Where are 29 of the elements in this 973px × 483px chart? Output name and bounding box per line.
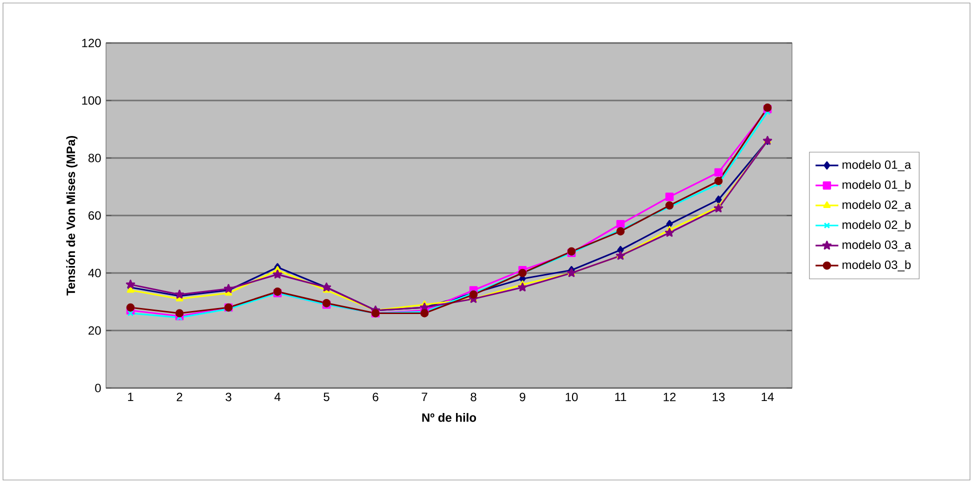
x-tick-label: 4	[274, 392, 280, 401]
x-tick-label: 5	[324, 392, 330, 402]
x-tick-label: 11	[615, 392, 626, 401]
x-tick-label: 2	[176, 392, 182, 402]
x-tick-label: 12	[664, 392, 676, 402]
legend-label: modelo 01_b	[842, 180, 911, 192]
legend-label: modelo 03_b	[842, 260, 911, 272]
y-tick-label: 100	[82, 96, 101, 105]
x-tick-label: 9	[520, 392, 526, 402]
x-tick-label: 6	[372, 392, 378, 402]
x-tick-label: 7	[422, 392, 428, 401]
legend-label: modelo 02_b	[842, 220, 911, 232]
legend-label: modelo 02_a	[842, 200, 912, 212]
y-tick-label: 80	[88, 154, 101, 162]
x-tick-label: 13	[712, 392, 725, 402]
legend-label: modelo 03_a	[842, 240, 912, 252]
x-tick-label: 14	[762, 392, 774, 401]
x-axis-title: Nº de hilo	[422, 413, 476, 422]
y-tick-label: 40	[88, 268, 101, 278]
y-tick-label: 0	[95, 384, 101, 392]
legend-label: modelo 01_a	[842, 160, 912, 172]
y-axis-title: Tensión de Von Mises (MPa)	[66, 136, 78, 296]
x-tick-label: 1	[128, 392, 134, 401]
x-tick-label: 10	[566, 392, 578, 402]
x-tick-label: 8	[470, 392, 476, 402]
y-tick-label: 120	[82, 38, 101, 48]
y-tick-label: 60	[88, 211, 101, 220]
x-tick-label: 3	[226, 392, 232, 402]
y-tick-label: 20	[88, 326, 101, 335]
